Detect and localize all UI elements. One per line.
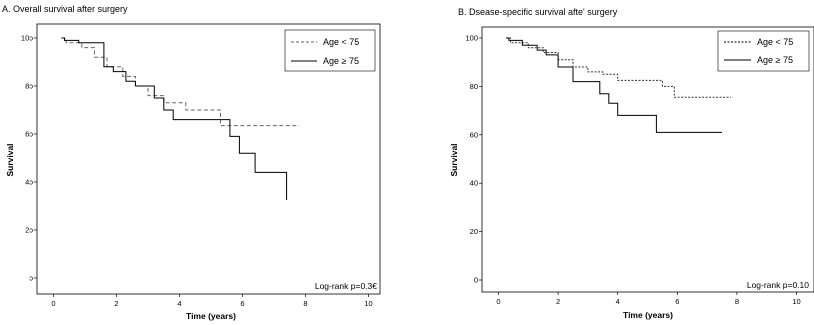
chart-a-y-axis-label: Survival [5,143,15,176]
chart-a-legend-label-age-75-plus: Age ≥ 75 [323,56,359,66]
chart-a-logrank-annotation: Log-rank p=0.3€ [315,281,377,291]
chart-b-y-tick-label: 80 [470,82,478,91]
chart-a-series-line-age-75-plus [61,37,288,200]
chart-a-title: A. Overall survival after surgery [2,4,128,14]
chart-a-y-tick-label: 10ɔ [21,34,33,43]
chart-b-legend-label-age-75-plus: Age ≥ 75 [757,55,793,65]
chart-a-legend-box [284,29,376,72]
chart-b-x-tick-label: 8 [735,297,739,306]
chart-b: B. Dsease-specific survival afte' surger… [449,7,814,320]
chart-a-x-tick-label: 0 [51,299,55,308]
chart-a-y-tick-label: 6ɔ [25,130,33,139]
chart-b-plot-frame [481,26,814,293]
chart-a-y-tick-label: 8ɔ [25,82,33,91]
chart-b-y-tick-label: 100 [465,34,478,43]
chart-b-y-tick-label: 60 [470,130,478,139]
chart-b-series-group [505,37,731,133]
chart-b-y-tick-label: 20 [470,227,478,236]
chart-a-x-tick-label: 2 [114,299,118,308]
chart-a-y-tick-label: 2ɔ [25,226,33,235]
chart-a-y-tick-label: ɔ [29,274,33,283]
chart-b-x-tick-label: 10 [792,297,800,306]
chart-b-y-axis-label: Survival [449,143,459,176]
chart-a-x-tick-label: 4 [177,299,181,308]
chart-b-y-tick-label: 0 [474,276,478,285]
chart-b-title: B. Dsease-specific survival afte' surger… [458,7,618,17]
chart-a: A. Overall survival after surgery Surviv… [2,4,381,321]
chart-a-y-tick-label: 4ɔ [25,178,33,187]
chart-a-x-tick-label: 10 [364,299,372,308]
chart-b-legend-box [717,30,810,72]
chart-b-y-tick-label: 40 [470,179,478,188]
chart-a-plot-frame [36,23,381,295]
chart-a-x-axis-label: Time (years) [186,311,236,321]
chart-b-legend: Age < 75 Age ≥ 75 [717,30,810,72]
chart-b-series-line-age-under-75 [505,37,731,98]
chart-b-legend-label-age-under-75: Age < 75 [757,37,793,47]
chart-b-x-tick-label: 6 [675,297,679,306]
chart-b-x-tick-label: 0 [496,297,500,306]
chart-a-x-tick-label: 6 [240,299,244,308]
chart-a-x-tick-label: 8 [303,299,307,308]
chart-a-legend: Age < 75 Age ≥ 75 [284,29,376,72]
chart-b-x-tick-label: 4 [616,297,620,306]
chart-a-legend-label-age-under-75: Age < 75 [323,37,359,47]
chart-a-series-line-age-under-75 [61,37,300,127]
chart-b-series-line-age-75-plus [505,37,722,133]
chart-b-x-tick-label: 2 [556,297,560,306]
chart-a-series-group [61,37,300,200]
chart-b-x-axis-label: Time (years) [623,310,673,320]
chart-b-logrank-annotation: Log-rank p=0.10 [747,280,809,290]
